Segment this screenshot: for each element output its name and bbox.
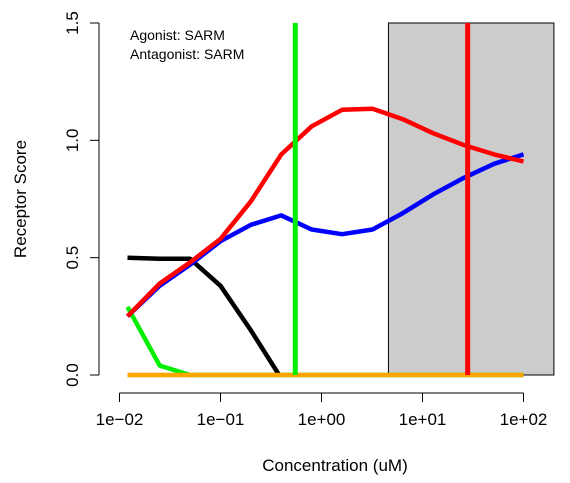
annotation-agonist: Agonist: SARM bbox=[130, 27, 225, 43]
y-tick-label-1: 0.5 bbox=[63, 246, 82, 270]
vertical-lines-layer bbox=[292, 23, 471, 375]
y-tick-label-3: 1.5 bbox=[63, 11, 82, 35]
y-axis-title: Receptor Score bbox=[11, 140, 30, 258]
x-tick-label-1: 1e−01 bbox=[197, 410, 245, 429]
y-tick-label-2: 1.0 bbox=[63, 129, 82, 153]
series-line-4 bbox=[125, 106, 525, 318]
shaded-region-layer bbox=[387, 22, 555, 376]
annotation-antagonist: Antagonist: SARM bbox=[130, 46, 244, 62]
x-tick-label-4: 1e+02 bbox=[500, 410, 548, 429]
x-tick-label-0: 1e−02 bbox=[96, 410, 144, 429]
series-layer bbox=[125, 106, 525, 378]
series-line-1 bbox=[127, 255, 282, 377]
x-tick-label-2: 1e+00 bbox=[298, 410, 346, 429]
shaded-region bbox=[387, 22, 555, 376]
axes-layer: 1e−02 1e−01 1e+00 1e+01 1e+02 0.0 0.5 1.0 1.5 bbox=[63, 11, 547, 429]
x-tick-label-3: 1e+01 bbox=[399, 410, 447, 429]
x-axis-title: Concentration (uM) bbox=[262, 456, 408, 475]
y-tick-label-0: 0.0 bbox=[63, 363, 82, 387]
